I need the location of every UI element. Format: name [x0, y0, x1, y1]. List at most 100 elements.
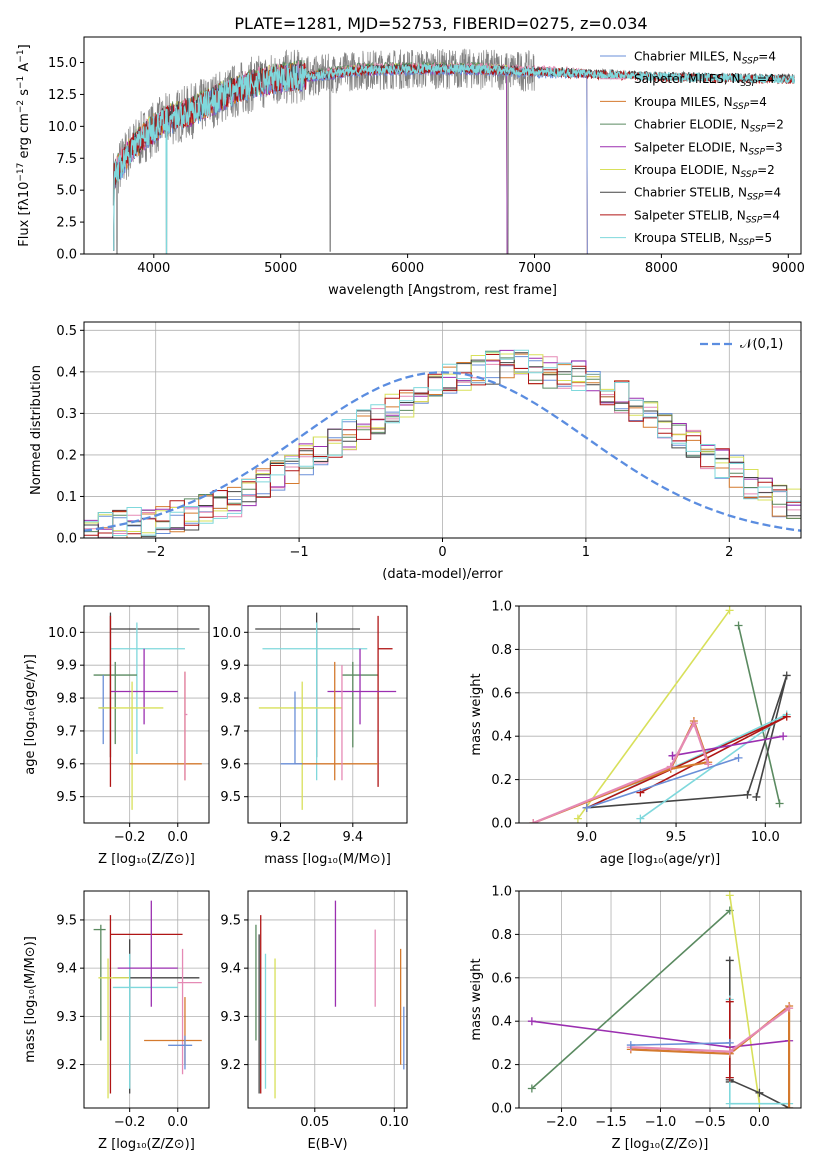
y-tick-label: 9.4	[56, 962, 77, 977]
x-tick-label: −2.0	[546, 1115, 578, 1130]
spectrum-panel: 4000 5000 6000 7000 8000 9000 0.0 2.5 5.0 7.5 10.0…	[16, 36, 805, 298]
weight-series-line	[630, 1042, 730, 1046]
y-tick-label: 0.6	[491, 971, 512, 986]
y-tick-label: 0.0	[491, 1102, 512, 1117]
legend-entry: Chabrier ELODIE, NSSP=2	[634, 118, 784, 135]
y-tick-label: 1.0	[491, 600, 512, 615]
weight_vs_Z-panel: −2.0 −1.5 −1.0 −0.5 0.0 0.0 0.2 0.4 0.6 0.8 1.0 Z […	[469, 885, 802, 1152]
legend-entry: Salpeter ELODIE, NSSP=3	[634, 140, 783, 157]
weight-series-line	[729, 895, 761, 1104]
age_vs_mass-plot-area	[255, 612, 397, 810]
model-spectrum-line	[113, 63, 795, 254]
weight-point-marker	[582, 803, 591, 812]
legend-entry: Salpeter MILES, NSSP=4	[634, 72, 775, 89]
y-tick-label: 1.0	[491, 885, 512, 900]
y-axis-label: Normed distribution	[29, 365, 44, 495]
legend-entry: Kroupa STELIB, NSSP=5	[634, 231, 772, 248]
x-axis-label: wavelength [Angstrom, rest frame]	[328, 283, 557, 298]
x-tick-label: 0.0	[167, 1115, 188, 1130]
x-tick-label: 0.0	[167, 830, 188, 845]
y-tick-label: 9.2	[56, 1058, 77, 1073]
spectrum-legend: Chabrier MILES, NSSP=4 Salpeter MILES, NS…	[600, 50, 784, 248]
weight-point-marker	[626, 1041, 635, 1050]
y-tick-label: 0.0	[491, 817, 512, 832]
y-tick-label: 9.6	[56, 757, 77, 772]
weight-point-marker	[782, 712, 791, 721]
x-tick-label: 10.0	[751, 830, 780, 845]
x-tick-label: 9.5	[666, 830, 687, 845]
weight-series-line	[577, 609, 731, 820]
y-tick-label: 10.0	[212, 626, 241, 641]
x-axis-label: age [log₁₀(age/yr)]	[600, 852, 721, 867]
x-axis-label: E(B-V)	[307, 1137, 347, 1152]
x-tick-label: 9000	[772, 261, 805, 276]
y-tick-label: 9.7	[56, 724, 77, 739]
residuals-plot-area	[84, 349, 801, 538]
weight-point-marker	[743, 790, 752, 799]
y-tick-label: 0.3	[56, 407, 77, 422]
y-axis-label: Flux [fλ10−17 erg cm−2 s−1 A−1]	[16, 44, 32, 246]
y-tick-label: 0.5	[56, 324, 77, 339]
y-tick-label: 9.3	[56, 1010, 77, 1025]
age_vs_Z-plot-area	[93, 612, 202, 810]
y-axis-label: mass weight	[469, 958, 484, 1040]
weight_vs_age-panel: 9.0 9.5 10.0 0.0 0.2 0.4 0.6 0.8 1.0 age [log₁₀(a…	[469, 600, 802, 867]
model-spectrum-line	[113, 64, 508, 254]
weight-point-marker	[529, 819, 538, 823]
y-tick-label: 2.5	[56, 216, 77, 231]
y-tick-label: 9.6	[220, 757, 241, 772]
y-tick-label: 0.0	[56, 532, 77, 547]
legend-entry: Kroupa ELODIE, NSSP=2	[634, 163, 775, 180]
axes-frame	[83, 36, 802, 255]
y-tick-label: 0.8	[491, 928, 512, 943]
weight-series-line	[586, 675, 788, 809]
mass_vs_EBV-panel: 0.05 0.10 9.2 9.3 9.4 9.5 E(B-V)	[220, 890, 409, 1152]
weight-point-marker	[779, 732, 788, 741]
weight-point-marker	[725, 1038, 734, 1047]
x-tick-label: 4000	[137, 261, 170, 276]
weight-point-marker	[725, 606, 734, 615]
mass_vs_EBV-plot-area	[255, 900, 405, 1099]
x-tick-label: 9.0	[576, 830, 597, 845]
x-axis-label: Z [log₁₀(Z/Z⊙)]	[612, 1137, 709, 1152]
mass_vs_Z-panel: −0.2 0.0 9.2 9.3 9.4 9.5 Z [log₁₀(Z/Z⊙)] mass […	[23, 890, 210, 1152]
y-tick-label: 10.0	[48, 626, 77, 641]
x-tick-label: 7000	[518, 261, 551, 276]
age_vs_mass-panel: 9.2 9.4 9.5 9.6 9.7 9.8 9.9 10.0 mass [log₁₀(M/M…	[212, 605, 408, 867]
weight-point-marker	[734, 621, 743, 630]
x-tick-label: −1.0	[645, 1115, 677, 1130]
x-tick-label: 0.10	[380, 1115, 409, 1130]
x-tick-label: −1.5	[595, 1115, 627, 1130]
weight-point-marker	[734, 753, 743, 762]
y-tick-label: 9.8	[56, 692, 77, 707]
weight-point-marker	[785, 1104, 794, 1108]
y-tick-label: 12.5	[48, 88, 77, 103]
x-tick-label: 2	[725, 545, 733, 560]
spectrum-plot-area	[112, 48, 796, 254]
x-tick-label: 1	[582, 545, 590, 560]
axes-frame	[247, 890, 408, 1109]
axes-frame	[83, 890, 210, 1109]
weight-point-marker	[782, 671, 791, 680]
y-tick-label: 9.5	[56, 790, 77, 805]
y-tick-label: 0.8	[491, 643, 512, 658]
y-tick-label: 9.5	[56, 913, 77, 928]
y-tick-label: 0.4	[491, 1015, 512, 1030]
weight-point-marker	[725, 956, 734, 965]
weight-point-marker	[725, 1099, 734, 1108]
weight-point-marker	[775, 799, 784, 808]
axes-frame	[83, 605, 210, 824]
x-tick-label: 0	[438, 545, 446, 560]
y-tick-label: 0.0	[56, 248, 77, 263]
legend-entry: Salpeter STELIB, NSSP=4	[634, 208, 780, 225]
axes-frame	[518, 605, 802, 824]
y-tick-label: 9.9	[220, 659, 241, 674]
x-tick-label: −0.5	[694, 1115, 726, 1130]
y-axis-label: age [log₁₀(age/yr)]	[23, 654, 38, 775]
x-tick-label: 5000	[264, 261, 297, 276]
weight-series-line	[737, 625, 781, 804]
y-tick-label: 0.1	[56, 490, 77, 505]
x-tick-label: 9.4	[342, 830, 363, 845]
x-axis-label: Z [log₁₀(Z/Z⊙)]	[98, 852, 195, 867]
weight-point-marker	[785, 1004, 794, 1013]
